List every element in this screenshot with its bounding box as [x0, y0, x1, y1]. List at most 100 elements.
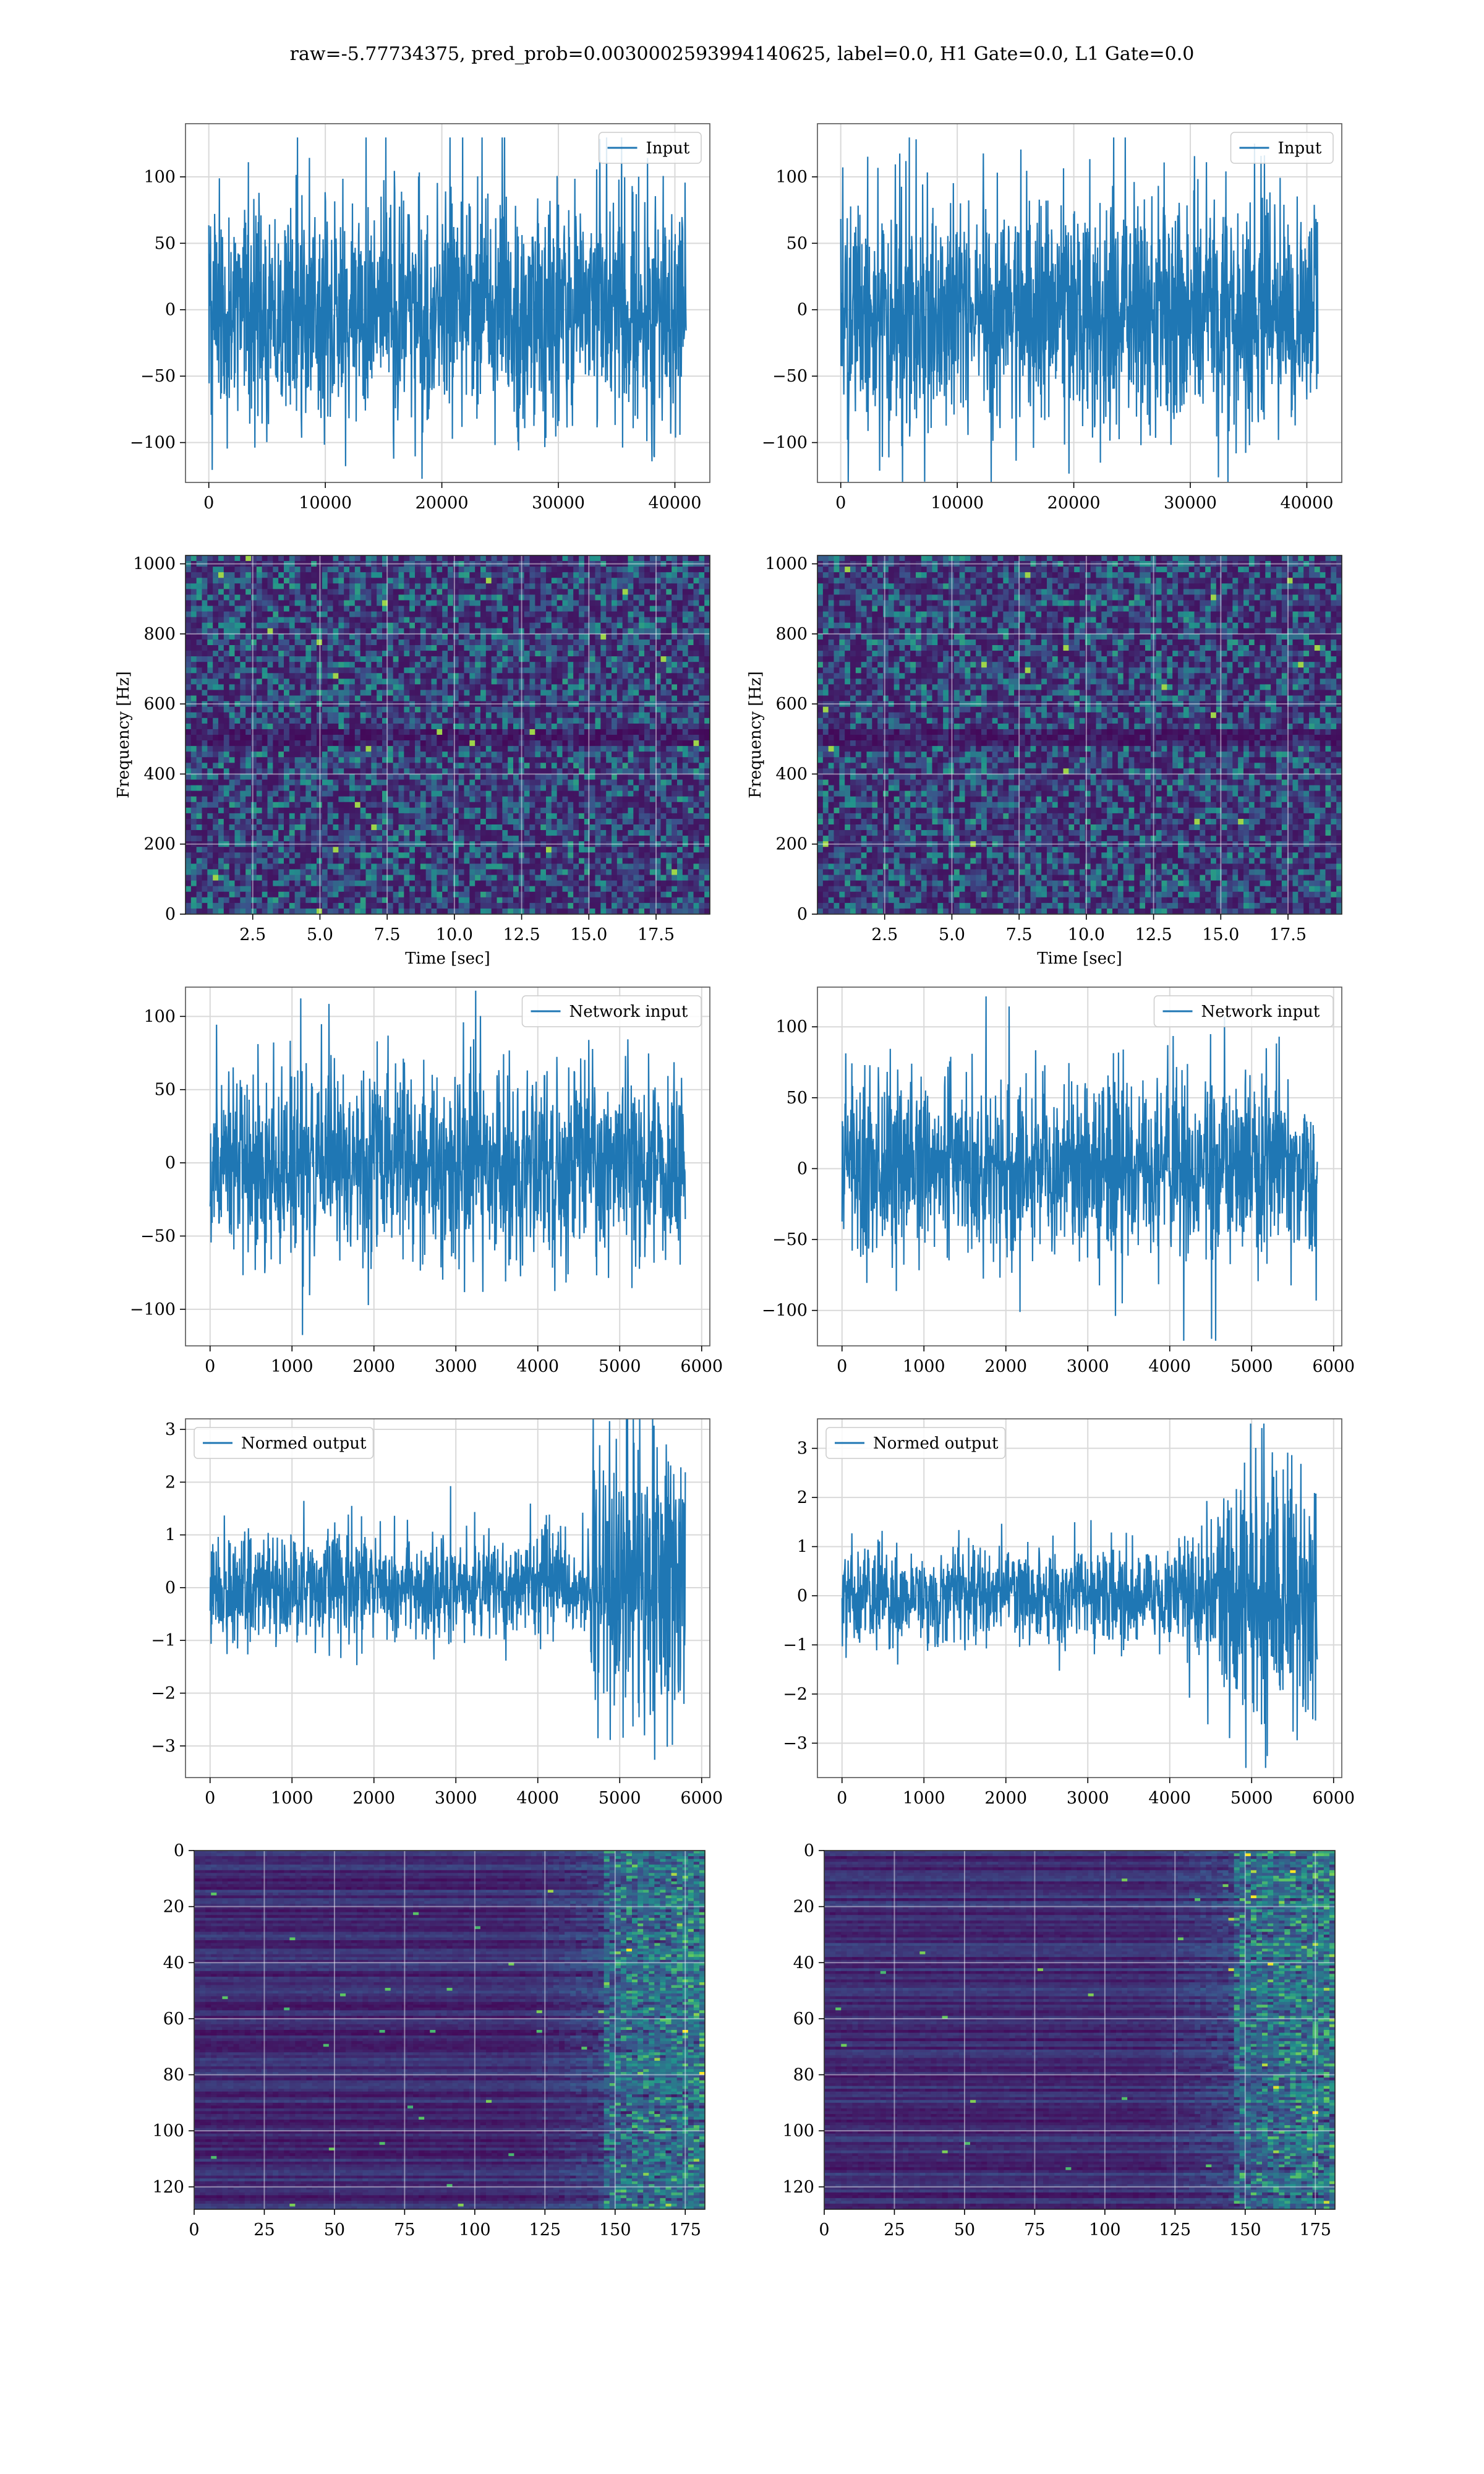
x-tick-label: 3000	[1067, 1357, 1109, 1376]
y-tick-label: 1	[165, 1526, 176, 1545]
plot-area	[194, 1851, 705, 2209]
y-tick-label: 120	[782, 2178, 814, 2197]
x-axis-label: Time [sec]	[1037, 949, 1122, 968]
series-line	[208, 137, 687, 479]
y-tick-label: 600	[143, 695, 176, 714]
y-tick-label: 40	[163, 1953, 184, 1972]
legend: Normed output	[194, 1427, 374, 1459]
x-tick-label: 50	[954, 2220, 975, 2240]
y-tick-label: 0	[804, 1841, 814, 1860]
axes-frame	[824, 1850, 1336, 2210]
x-tick-label: 1000	[271, 1789, 313, 1808]
x-tick-label: 5.0	[939, 925, 965, 944]
x-tick-label: 150	[1229, 2220, 1261, 2240]
y-tick-label: 100	[143, 168, 176, 187]
y-axis-label: Frequency [Hz]	[114, 671, 133, 798]
y-tick-label: 0	[797, 905, 808, 924]
legend-box	[194, 1427, 374, 1459]
x-tick-label: 0	[819, 2220, 829, 2240]
y-tick-label: 0	[797, 1586, 808, 1606]
y-tick-label: −100	[130, 1300, 176, 1319]
x-tick-label: 0	[835, 494, 846, 513]
x-tick-label: 0	[189, 2220, 199, 2240]
x-tick-label: 15.0	[570, 925, 607, 944]
y-tick-label: 0	[165, 1578, 176, 1598]
x-tick-label: 5000	[599, 1357, 641, 1376]
x-tick-label: 30000	[532, 494, 585, 513]
heatmap-cells	[186, 555, 710, 914]
y-tick-label: 0	[797, 1159, 808, 1178]
legend-label: Input	[646, 139, 690, 158]
plot-area	[817, 124, 1342, 482]
x-tick-label: 40000	[1281, 494, 1334, 513]
chart-spectrogram-left: 2.5 5.0 7.5 10.0 12.5 15.0 17.5 0 200 400 600 800 10…	[114, 555, 710, 968]
x-tick-label: 1000	[271, 1357, 313, 1376]
heatmap-cells	[194, 1851, 705, 2209]
y-tick-label: −50	[772, 367, 808, 386]
y-tick-label: 100	[775, 168, 808, 187]
axes-frame	[185, 987, 710, 1346]
axes-frame	[185, 555, 710, 915]
x-tick-label: 2000	[984, 1357, 1027, 1376]
axes-frame	[194, 1850, 706, 2210]
x-tick-label: 25	[884, 2220, 905, 2240]
x-tick-label: 50	[324, 2220, 345, 2240]
chart-normed-output-right: 0 1000 2000 3000 4000 5000 6000 −3 −2 −1 0 1 2 3 Norme…	[783, 1418, 1355, 1808]
x-tick-label: 30000	[1164, 494, 1217, 513]
x-tick-label: 15.0	[1202, 925, 1239, 944]
y-tick-label: 80	[163, 2066, 184, 2085]
x-tick-label: 2000	[352, 1789, 395, 1808]
y-tick-label: −50	[140, 367, 176, 386]
y-tick-label: 0	[174, 1841, 184, 1860]
legend: Network input	[1153, 995, 1334, 1027]
chart-network-input-right: 0 1000 2000 3000 4000 5000 6000 −100 −50 0 50 100 Ne…	[762, 987, 1355, 1376]
x-tick-label: 4000	[516, 1357, 559, 1376]
plot-area	[186, 124, 710, 482]
x-tick-label: 10000	[931, 494, 984, 513]
legend-box	[1230, 132, 1334, 164]
plot-area	[817, 987, 1342, 1346]
x-tick-label: 2.5	[239, 925, 266, 944]
x-tick-label: 175	[669, 2220, 701, 2240]
x-tick-label: 125	[529, 2220, 561, 2240]
x-tick-label: 75	[394, 2220, 415, 2240]
y-axis-label: Frequency [Hz]	[746, 671, 765, 798]
x-tick-label: 5000	[1230, 1789, 1273, 1808]
x-tick-label: 0	[837, 1357, 847, 1376]
legend: Network input	[521, 995, 702, 1027]
plot-area	[817, 555, 1342, 914]
y-tick-label: 50	[155, 1081, 176, 1100]
y-tick-label: 2	[797, 1488, 808, 1507]
x-axis-label: Time [sec]	[405, 949, 490, 968]
x-tick-label: 100	[1089, 2220, 1121, 2240]
x-tick-label: 17.5	[638, 925, 675, 944]
figure-title: raw=-5.77734375, pred_prob=0.00300025939…	[0, 43, 1484, 65]
x-tick-label: 1000	[903, 1357, 945, 1376]
y-tick-label: 400	[143, 764, 176, 784]
y-tick-label: 50	[787, 1089, 808, 1108]
series-line	[209, 990, 686, 1335]
series-line	[840, 137, 1319, 482]
x-tick-label: 12.5	[1135, 925, 1172, 944]
x-tick-label: 0	[205, 1789, 215, 1808]
legend-box	[521, 995, 702, 1027]
chart-network-input-left: 0 1000 2000 3000 4000 5000 6000 −100 −50 0 50 100 Ne…	[130, 987, 723, 1376]
x-tick-label: 2000	[984, 1789, 1027, 1808]
y-tick-label: 2	[165, 1473, 176, 1492]
chart-input-left: 0 10000 20000 30000 40000 −100 −50 0 50 100 Input	[130, 123, 710, 513]
y-tick-label: 100	[143, 1007, 176, 1026]
y-tick-label: 60	[163, 2010, 184, 2029]
x-tick-label: 2000	[352, 1357, 395, 1376]
y-tick-label: −100	[130, 434, 176, 453]
x-tick-label: 10.0	[1068, 925, 1105, 944]
x-tick-label: 3000	[1067, 1789, 1109, 1808]
x-tick-label: 5000	[599, 1789, 641, 1808]
axes-frame	[817, 123, 1342, 483]
y-tick-label: −100	[762, 1301, 808, 1320]
y-tick-label: 50	[155, 234, 176, 253]
x-tick-label: 5.0	[307, 925, 333, 944]
legend-label: Normed output	[241, 1434, 367, 1453]
series-line	[209, 1419, 686, 1760]
heatmap-cells	[817, 555, 1342, 914]
x-tick-label: 0	[205, 1357, 215, 1376]
